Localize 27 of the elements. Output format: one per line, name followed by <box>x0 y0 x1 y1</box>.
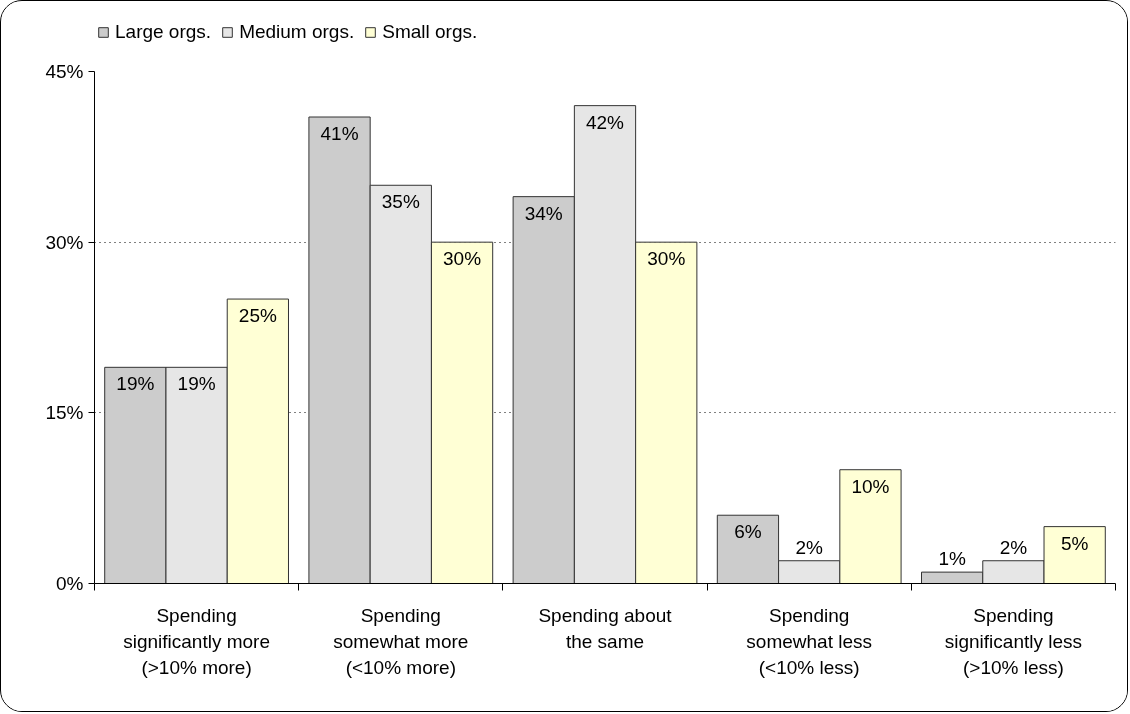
x-tick-label: Spending somewhat more (<10% more) <box>333 604 469 678</box>
y-tick-label: 15% <box>45 402 84 424</box>
x-tick-label: Spending significantly more (>10% more) <box>123 604 270 678</box>
x-tick-label: Spending about the same <box>538 604 673 652</box>
legend-label: Medium orgs. <box>239 21 355 43</box>
data-label: 2% <box>795 536 824 558</box>
legend-label: Small orgs. <box>382 21 478 43</box>
x-tick-label: Spending significantly less (>10% less) <box>944 604 1083 678</box>
data-label: 2% <box>999 536 1028 558</box>
data-label: 34% <box>524 202 563 224</box>
data-label: 1% <box>938 548 966 570</box>
data-label: 10% <box>851 475 890 497</box>
data-label: 19% <box>177 373 216 395</box>
x-tick-label: Spending somewhat less (<10% less) <box>746 604 873 678</box>
y-tick-label: 0% <box>56 573 84 594</box>
data-label: 5% <box>1060 532 1089 554</box>
data-label: 30% <box>647 248 686 270</box>
data-label: 19% <box>116 373 155 395</box>
data-label: 6% <box>734 521 762 543</box>
data-label: 35% <box>381 191 420 213</box>
y-tick-label: 30% <box>45 231 84 253</box>
data-label: 30% <box>443 248 482 270</box>
data-label: 41% <box>320 123 359 145</box>
y-tick-label: 45% <box>45 61 84 82</box>
data-label: 25% <box>238 305 277 327</box>
legend-label: Large orgs. <box>115 21 212 43</box>
data-label: 42% <box>585 111 625 133</box>
